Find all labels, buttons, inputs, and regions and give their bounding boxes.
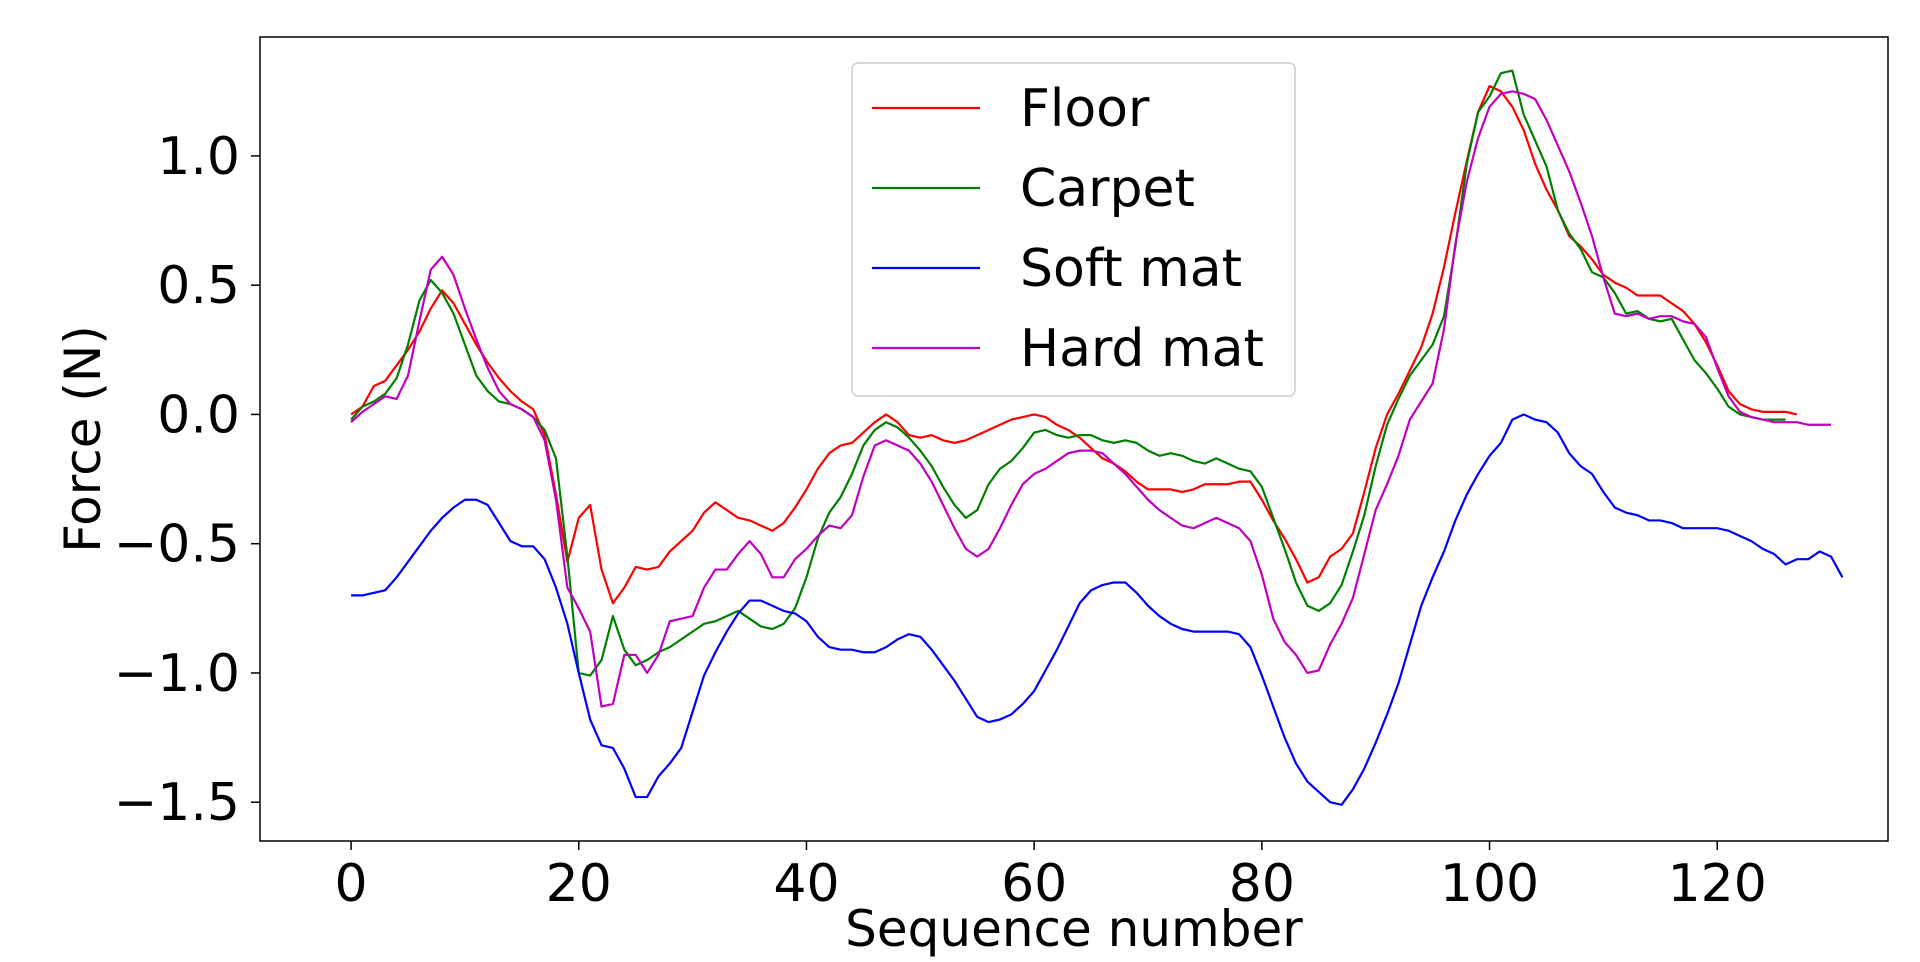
series-line-carpet: [350, 69, 1786, 677]
plot-area-frame: [259, 36, 1889, 842]
y-tick-label: −1.5: [114, 773, 240, 833]
series-layer: [350, 69, 1844, 806]
x-tick-label: 60: [1001, 854, 1067, 914]
y-tick-label: 1.0: [157, 127, 240, 187]
y-tick-label: 0.0: [157, 385, 240, 445]
series-line-soft-mat: [351, 413, 1844, 806]
legend-label: Floor: [1020, 79, 1150, 139]
legend-box: [851, 62, 1296, 397]
x-tick-label: 80: [1229, 854, 1295, 914]
y-tick-label: 0.5: [157, 256, 240, 316]
x-tick-label: 20: [546, 854, 612, 914]
legend-label: Carpet: [1020, 159, 1195, 219]
ticks-layer: 0 20 40 60 80 100 120 1.0 0.5 0.0 −0.5 −1.0 −1.5: [114, 127, 1767, 914]
x-tick-label: 40: [773, 854, 839, 914]
y-tick-label: −1.0: [114, 644, 240, 704]
series-line-hard-mat: [350, 90, 1832, 708]
x-axis-label: Sequence number: [845, 900, 1303, 957]
legend-label: Hard mat: [1020, 319, 1264, 379]
x-tick-label: 0: [335, 854, 368, 914]
legend: Floor Carpet Soft mat Hard mat: [851, 62, 1296, 397]
legend-label: Soft mat: [1020, 239, 1242, 299]
x-tick-label: 100: [1440, 854, 1539, 914]
x-tick-label: 120: [1668, 854, 1767, 914]
y-tick-label: −0.5: [114, 515, 240, 575]
y-axis-label: Force (N): [54, 325, 112, 553]
